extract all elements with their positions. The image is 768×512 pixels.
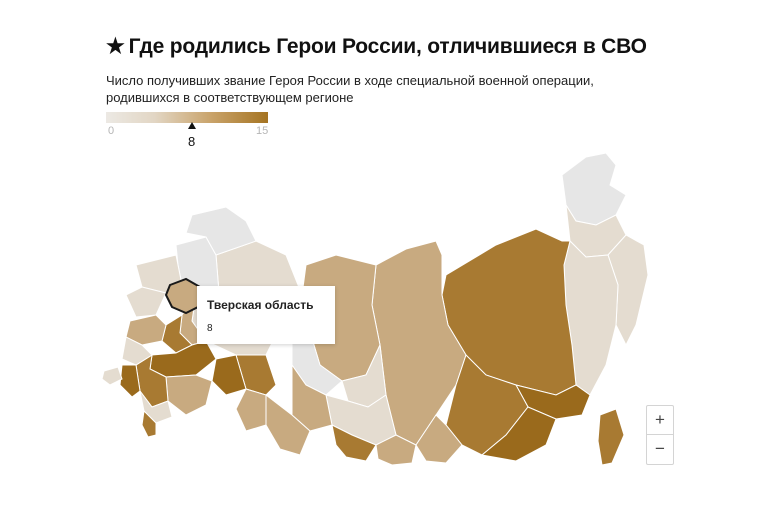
legend-gradient-bar bbox=[106, 112, 268, 123]
legend-marker-icon bbox=[188, 122, 196, 129]
region-samara[interactable] bbox=[211, 354, 247, 396]
region-tyva[interactable] bbox=[415, 414, 463, 464]
region-tooltip: Тверская область 8 bbox=[197, 286, 335, 344]
region-tver-selected[interactable] bbox=[164, 277, 204, 315]
region-orenburg[interactable] bbox=[235, 388, 267, 432]
region-crimea[interactable] bbox=[101, 366, 123, 386]
region-bryansk[interactable] bbox=[121, 336, 153, 366]
region-dagestan[interactable] bbox=[141, 409, 157, 438]
color-legend: 0 15 8 bbox=[106, 112, 270, 152]
russia-choropleth-map[interactable] bbox=[96, 145, 676, 475]
star-icon: ★ bbox=[106, 35, 125, 58]
page-subtitle: Число получивших звание Героя России в х… bbox=[106, 73, 594, 105]
legend-min-label: 0 bbox=[108, 125, 115, 137]
region-krasnodar[interactable] bbox=[119, 364, 141, 398]
region-pskov[interactable] bbox=[125, 286, 167, 318]
map-svg[interactable] bbox=[96, 145, 676, 475]
tooltip-region-value: 8 bbox=[207, 323, 213, 334]
page-title: ★ Где родились Герои России, отличившиеся… bbox=[106, 34, 647, 59]
legend-selected-value: 8 bbox=[188, 134, 196, 149]
zoom-out-button[interactable]: − bbox=[655, 439, 665, 458]
region-kemerovo[interactable] bbox=[375, 434, 417, 466]
zoom-in-button[interactable]: + bbox=[647, 406, 673, 435]
legend-max-label: 15 bbox=[256, 125, 269, 137]
zoom-control: + − bbox=[646, 405, 674, 465]
tooltip-region-name: Тверская область bbox=[207, 298, 314, 312]
region-primorye[interactable] bbox=[597, 408, 625, 466]
region-volgograd[interactable] bbox=[165, 374, 213, 416]
region-altai[interactable] bbox=[331, 424, 377, 462]
title-text: Где родились Герои России, отличившиеся … bbox=[128, 35, 647, 58]
region-zabaikalsky[interactable] bbox=[480, 406, 557, 462]
region-murmansk[interactable] bbox=[185, 206, 257, 256]
